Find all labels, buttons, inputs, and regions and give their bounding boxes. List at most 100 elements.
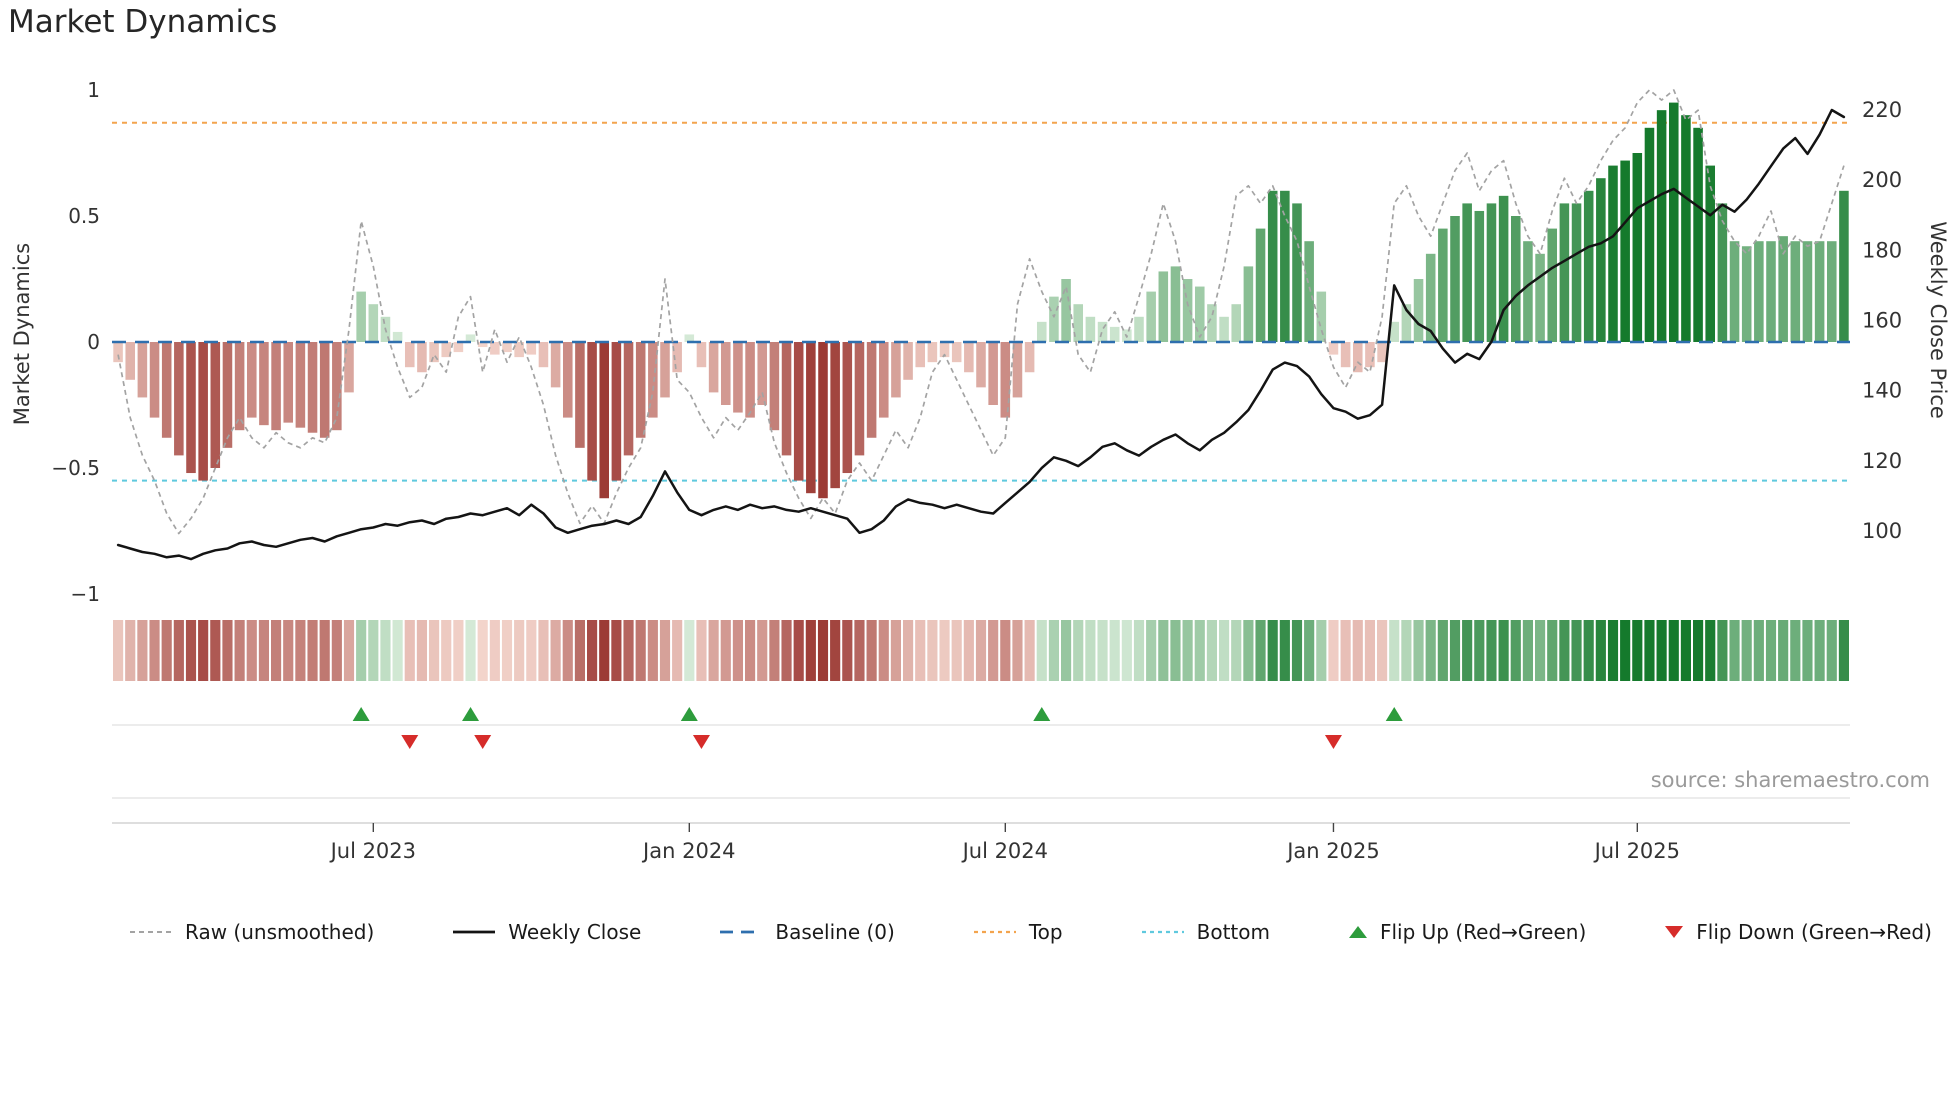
heatmap-cell	[1753, 620, 1764, 681]
heatmap-cell	[429, 620, 440, 681]
heatmap-cell	[1304, 620, 1315, 681]
dynamics-bar	[878, 342, 889, 418]
dynamics-bar	[1036, 321, 1047, 342]
dynamics-bar	[1365, 342, 1375, 368]
dynamics-bar	[587, 342, 597, 481]
dynamics-bar	[368, 304, 379, 342]
weekly-close-line	[116, 108, 1846, 561]
heatmap-cell	[927, 620, 938, 681]
dynamics-bar	[757, 342, 768, 405]
right-y-tick-label: 100	[1862, 519, 1902, 543]
dynamics-bar	[623, 342, 634, 456]
heatmap-cell	[380, 620, 391, 681]
dynamics-bar	[1255, 228, 1266, 342]
flip-down-marker	[692, 735, 710, 749]
dynamics-bar	[538, 342, 549, 368]
triangle-up-icon	[1348, 926, 1367, 938]
legend-label-flip-up: Flip Up (Red→Green)	[1379, 920, 1587, 944]
heatmap-cell	[1036, 620, 1047, 681]
heatmap-cell	[1729, 620, 1740, 681]
heatmap-cell	[963, 620, 974, 681]
dynamics-bar	[1766, 241, 1776, 342]
heatmap-cell	[988, 620, 999, 681]
dynamics-bar	[1559, 203, 1570, 342]
right-y-tick-label: 120	[1862, 449, 1902, 473]
heatmap-cell	[672, 620, 683, 681]
x-axis: Jul 2023 Jan 2024 Jul 2024 Jan 2025 Jul 2025	[329, 823, 1680, 863]
heatmap-cell	[1510, 620, 1521, 681]
heatmap-cell	[1170, 620, 1181, 681]
heatmap-cell	[1535, 620, 1546, 681]
dynamics-bar	[259, 342, 269, 426]
heatmap-cell	[781, 620, 792, 681]
heatmap-cell	[1389, 620, 1400, 681]
dynamics-bar	[550, 342, 561, 388]
dynamics-bar	[477, 342, 488, 348]
heatmap-cell	[1413, 620, 1424, 681]
heatmap-cell	[356, 620, 367, 681]
dynamics-bar	[1839, 190, 1849, 342]
right-y-tick-label: 200	[1862, 168, 1902, 192]
dynamics-bar	[733, 342, 743, 413]
dynamics-bar	[1194, 286, 1205, 342]
heatmap-cell	[647, 620, 658, 681]
x-tick-label: Jan 2024	[641, 839, 736, 863]
dynamics-bar	[332, 342, 342, 431]
heatmap-cell	[1571, 620, 1582, 681]
dynamics-bar	[1049, 296, 1059, 342]
dynamics-bar	[441, 342, 452, 358]
dynamics-bar	[818, 342, 828, 499]
heatmap-cell	[416, 620, 427, 681]
heatmap-cell	[939, 620, 950, 681]
x-tick-label: Jul 2024	[961, 839, 1048, 863]
baseline-dashed-line-icon	[720, 930, 763, 934]
dynamics-bar	[951, 342, 962, 363]
axis-lines	[112, 724, 1850, 824]
heatmap-cell	[1048, 620, 1059, 681]
dynamics-bar	[465, 334, 476, 342]
flip-down-marker	[1324, 735, 1342, 749]
dynamics-bar	[866, 342, 877, 438]
heatmap-cell	[903, 620, 914, 681]
dynamics-bar	[1450, 216, 1460, 342]
heatmap-cell	[392, 620, 403, 681]
heatmap-cell	[1632, 620, 1643, 681]
legend-label-bottom: Bottom	[1196, 920, 1270, 944]
dynamics-bar	[660, 342, 670, 398]
legend-item-baseline: Baseline (0)	[718, 920, 895, 944]
dynamics-bar	[1097, 321, 1108, 342]
heatmap-cell	[1061, 620, 1072, 681]
heatmap-cell	[1133, 620, 1145, 681]
left-y-tick-label: 1	[87, 78, 100, 102]
dynamics-bar	[1644, 127, 1655, 342]
heatmap-cell	[501, 620, 513, 681]
dynamics-bar	[295, 342, 306, 428]
dynamics-bar	[1486, 203, 1497, 342]
dynamics-bar	[1754, 241, 1764, 342]
legend-item-flip-up: Flip Up (Red→Green)	[1347, 920, 1586, 944]
legend-item-raw: Raw (unsmoothed)	[128, 920, 374, 944]
dynamics-bar	[1729, 241, 1740, 342]
heatmap-strip	[113, 620, 1849, 681]
heatmap-cell	[830, 620, 841, 681]
heatmap-cell	[1522, 620, 1533, 681]
dynamics-bar	[1523, 241, 1533, 342]
dynamics-bar	[793, 342, 804, 481]
right-y-axis: 220 200 180 160 140 120 100	[1862, 98, 1902, 543]
heatmap-cell	[1741, 620, 1752, 681]
dynamics-bar	[939, 342, 950, 358]
right-y-tick-label: 180	[1862, 238, 1902, 262]
heatmap-cell	[222, 620, 233, 681]
dynamics-bar	[1656, 110, 1667, 342]
x-tick-label: Jul 2023	[329, 839, 416, 863]
dynamics-bar	[891, 342, 901, 398]
dynamics-bar	[854, 342, 865, 456]
dynamics-bar	[1681, 115, 1691, 342]
dynamics-bar	[1024, 342, 1035, 373]
dynamics-bar	[246, 342, 257, 418]
dynamics-bar	[599, 342, 610, 499]
x-tick-label: Jan 2025	[1285, 839, 1380, 863]
heatmap-cell	[1146, 620, 1157, 681]
solid-line-icon	[453, 930, 496, 934]
heatmap-cell	[1194, 620, 1205, 681]
